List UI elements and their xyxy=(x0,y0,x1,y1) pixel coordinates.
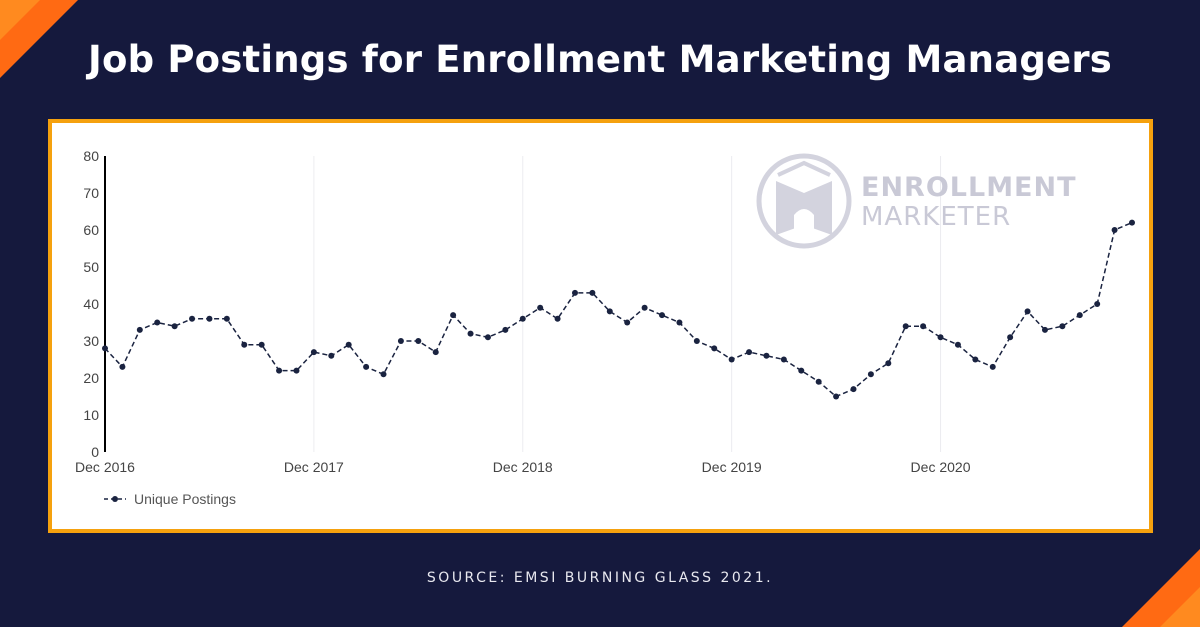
legend-label: Unique Postings xyxy=(134,491,236,507)
data-point xyxy=(1024,308,1031,315)
data-point xyxy=(223,315,230,322)
data-point xyxy=(328,352,335,359)
data-point xyxy=(711,345,718,352)
data-point xyxy=(154,319,161,326)
data-point xyxy=(693,338,700,344)
data-point xyxy=(1041,326,1048,333)
logo-ring-icon xyxy=(756,153,852,249)
x-tick-label: Dec 2019 xyxy=(702,459,762,475)
data-point xyxy=(954,341,961,348)
corner-accent-bottom-right-inner xyxy=(1160,587,1200,627)
y-tick-label: 10 xyxy=(83,407,99,423)
y-axis: 0 10 20 30 40 50 60 70 80 xyxy=(83,148,106,460)
data-point xyxy=(189,315,196,322)
data-point xyxy=(432,349,439,356)
source-note: SOURCE: EMSI BURNING GLASS 2021. xyxy=(426,570,774,586)
data-point xyxy=(641,304,648,311)
data-point xyxy=(293,367,300,374)
data-point xyxy=(798,367,805,374)
y-tick-label: 30 xyxy=(83,333,99,349)
x-tick-label: Dec 2016 xyxy=(75,459,135,475)
data-point xyxy=(363,363,370,370)
y-tick-label: 0 xyxy=(91,444,99,460)
data-point xyxy=(310,349,317,356)
y-tick-label: 50 xyxy=(83,259,99,275)
series-line xyxy=(104,221,1133,398)
data-point xyxy=(1111,227,1118,233)
door-icon xyxy=(794,209,814,235)
legend-marker xyxy=(112,496,118,502)
enrollment-marketer-logo: ENROLLMENT MARKETER xyxy=(756,153,1077,249)
book-icon xyxy=(776,181,832,235)
data-point xyxy=(815,378,822,385)
data-point xyxy=(1007,334,1014,341)
data-point xyxy=(746,349,753,356)
roof-icon xyxy=(777,160,831,177)
data-point xyxy=(833,393,840,400)
data-point xyxy=(571,289,578,296)
data-point xyxy=(937,334,944,341)
y-tick-label: 60 xyxy=(83,222,99,238)
data-point xyxy=(885,360,892,367)
data-point xyxy=(606,308,613,315)
line-chart: ENROLLMENT MARKETER 0 10 20 30 40 50 60 70 80 De… xyxy=(75,148,1135,507)
y-tick-label: 20 xyxy=(83,370,99,386)
y-tick-label: 80 xyxy=(83,148,99,164)
data-point xyxy=(676,319,683,326)
data-point xyxy=(537,304,544,311)
data-point xyxy=(380,371,387,378)
data-point xyxy=(484,334,491,341)
x-tick-label: Dec 2020 xyxy=(911,459,971,475)
data-point xyxy=(728,356,735,363)
data-point xyxy=(554,315,561,322)
data-point xyxy=(1094,301,1101,307)
page-title: Job Postings for Enrollment Marketing Ma… xyxy=(87,38,1113,81)
data-point xyxy=(1059,323,1066,330)
data-point xyxy=(241,341,248,348)
data-point xyxy=(276,367,283,374)
data-point xyxy=(258,341,265,348)
data-point xyxy=(206,315,213,322)
data-point xyxy=(850,386,857,393)
x-tick-label: Dec 2018 xyxy=(493,459,553,475)
data-point xyxy=(136,326,143,333)
data-point xyxy=(972,356,979,363)
data-point xyxy=(989,363,996,370)
data-point xyxy=(763,352,770,359)
data-point xyxy=(502,326,509,333)
data-point xyxy=(1129,219,1135,226)
data-point xyxy=(519,315,526,322)
data-point xyxy=(450,312,457,319)
legend: Unique Postings xyxy=(104,491,236,507)
data-point xyxy=(345,341,352,348)
data-point xyxy=(659,312,666,319)
data-point xyxy=(467,330,474,337)
data-point xyxy=(624,319,631,326)
data-point xyxy=(867,371,874,378)
data-point xyxy=(102,345,108,352)
watermark-line1: ENROLLMENT xyxy=(861,172,1077,203)
chart-frame: ENROLLMENT MARKETER 0 10 20 30 40 50 60 70 80 De… xyxy=(48,119,1153,533)
data-point xyxy=(902,323,909,330)
data-point xyxy=(920,323,927,330)
grid-lines xyxy=(313,156,942,452)
corner-accent-top-left-inner xyxy=(0,0,40,40)
data-point xyxy=(780,356,787,363)
series-unique-postings xyxy=(102,219,1135,400)
data-point xyxy=(397,338,404,344)
data-point xyxy=(589,289,596,296)
x-axis: Dec 2016 Dec 2017 Dec 2018 Dec 2019 Dec 2020 xyxy=(75,459,971,475)
watermark-line2: MARKETER xyxy=(861,202,1011,232)
y-tick-label: 70 xyxy=(83,185,99,201)
data-point xyxy=(171,323,178,330)
data-point xyxy=(119,363,126,370)
data-point xyxy=(1076,312,1083,319)
y-tick-label: 40 xyxy=(83,296,99,312)
data-point xyxy=(415,338,422,344)
x-tick-label: Dec 2017 xyxy=(284,459,344,475)
